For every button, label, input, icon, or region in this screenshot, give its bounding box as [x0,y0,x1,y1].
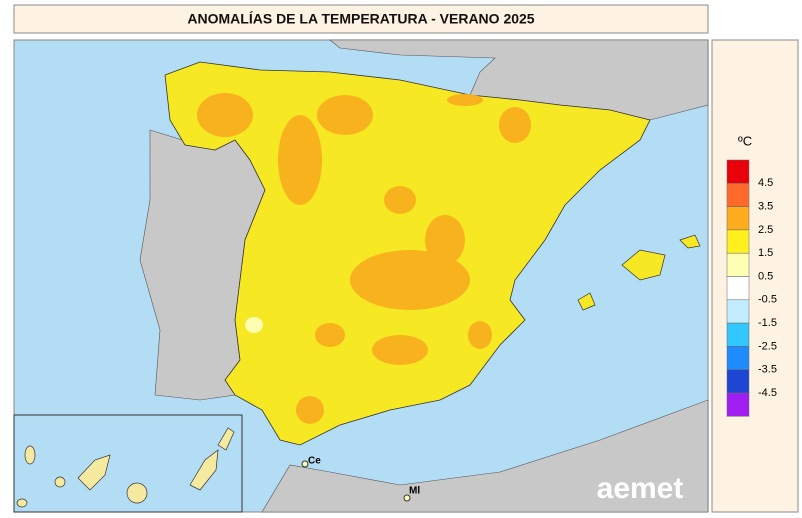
legend-label: -2.5 [758,340,777,352]
legend-swatch [726,183,750,207]
legend-swatch [726,346,750,370]
ceuta-label: Ce [308,456,321,467]
legend-label: -4.5 [758,387,777,399]
area [350,250,470,310]
area [296,396,324,424]
legend-panel [711,39,799,513]
island [126,482,148,504]
area [468,321,492,349]
legend-swatch [726,159,750,184]
legend-swatch [726,369,750,394]
area [317,95,373,135]
island [24,445,36,465]
area [372,335,428,365]
island [189,449,219,491]
melilla-label: Ml [409,486,420,497]
map: Ce Ml aemet [13,39,709,513]
title: ANOMALÍAS DE LA TEMPERATURA - VERANO 202… [187,11,534,27]
island [77,454,111,491]
ceuta [301,460,309,468]
island [16,498,28,508]
legend-label: -0.5 [758,294,777,306]
legend-label: 0.5 [758,270,773,282]
legend-swatch [726,252,750,277]
legend-label: 1.5 [758,247,773,259]
africa [261,399,709,513]
legend-label: -3.5 [758,364,777,376]
title-box [13,4,709,34]
melilla [403,494,411,502]
cool-area [245,317,263,333]
legend-swatch [726,392,750,417]
island [54,476,66,488]
legend-label: 3.5 [758,201,773,213]
legend-label: 4.5 [758,177,773,189]
legend-swatch [726,299,750,324]
area [197,93,253,137]
area [278,115,322,205]
legend-swatch [726,276,750,301]
island [621,249,666,281]
legend: 4.5 3.5 2.5 1.5 0.5 -0.5 -1.5 -2.5 -3.5 -4.5 [726,159,777,417]
island [679,234,701,249]
area [499,107,531,143]
legend-unit: ºC [738,133,752,148]
area [425,215,465,265]
legend-swatch [726,322,750,347]
balearics [577,234,701,311]
warm-areas [197,93,531,424]
legend-label: -1.5 [758,317,777,329]
island [217,427,235,451]
island [577,292,596,311]
area [447,94,483,106]
legend-swatch [726,229,750,254]
area [384,186,416,214]
legend-swatch [726,206,750,231]
canary-islands [16,427,235,508]
area [315,323,345,347]
legend-label: 2.5 [758,224,773,236]
logo: aemet [597,472,684,505]
